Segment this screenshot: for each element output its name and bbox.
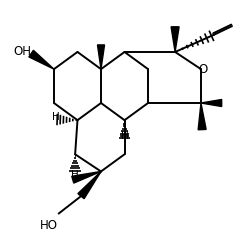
Polygon shape	[29, 50, 54, 69]
Text: H: H	[71, 170, 79, 180]
Polygon shape	[198, 103, 206, 130]
Polygon shape	[78, 171, 101, 199]
Polygon shape	[171, 27, 179, 52]
Text: H: H	[52, 112, 60, 122]
Text: HO: HO	[40, 219, 58, 232]
Polygon shape	[72, 171, 101, 183]
Polygon shape	[201, 99, 222, 107]
Text: OH: OH	[14, 45, 32, 58]
Text: H: H	[121, 131, 129, 141]
Polygon shape	[98, 45, 105, 69]
Text: O: O	[198, 63, 207, 76]
